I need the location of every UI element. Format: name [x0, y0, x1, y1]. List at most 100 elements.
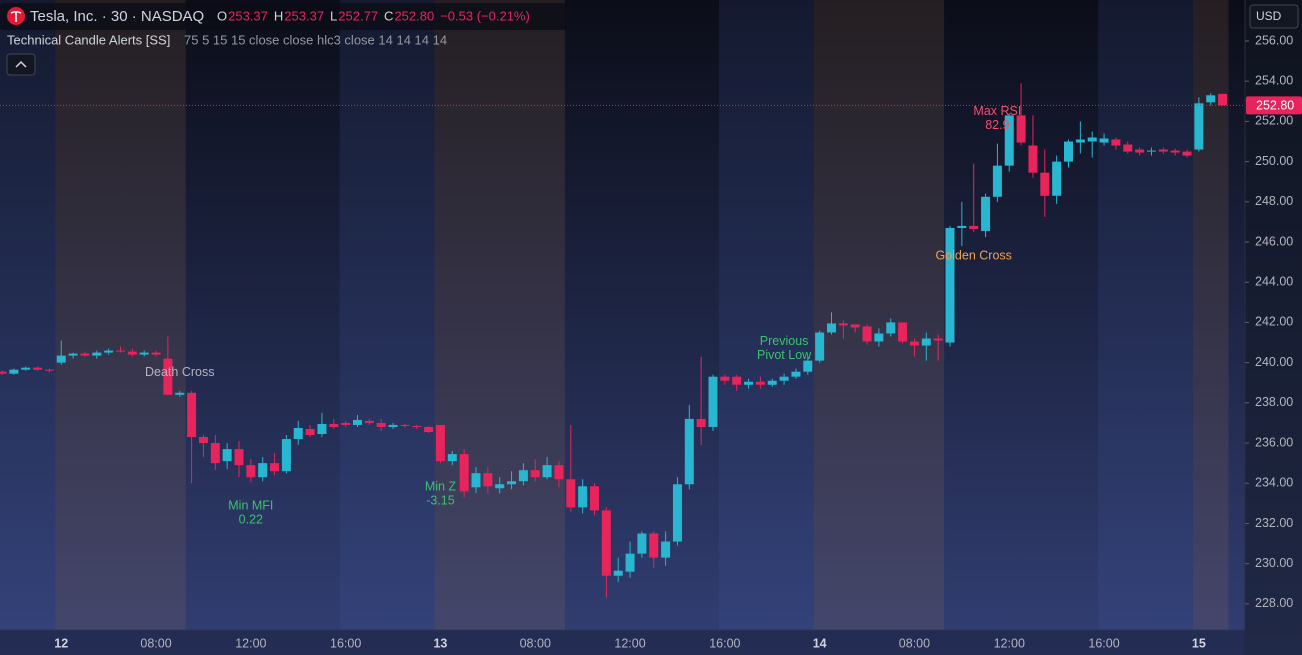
candle-body — [637, 533, 647, 554]
candle-body — [116, 350, 125, 352]
y-tick-label: 228.00 — [1255, 596, 1293, 610]
annotation: -3.15 — [426, 493, 455, 507]
y-tick-label: 242.00 — [1255, 315, 1293, 329]
y-tick-label: 230.00 — [1255, 556, 1293, 570]
annotation: 82.9 — [985, 118, 1009, 132]
x-tick-label: 12:00 — [235, 636, 266, 650]
candle-body — [578, 486, 588, 508]
x-tick-label: 08:00 — [140, 636, 171, 650]
symbol-logo-mark — [10, 10, 22, 22]
candle-body — [21, 367, 31, 370]
x-tick-label: 16:00 — [709, 636, 740, 650]
x-tick-label: 08:00 — [520, 636, 551, 650]
candle-body — [341, 422, 351, 425]
annotation: Pivot Low — [757, 348, 812, 362]
candle-body — [305, 428, 315, 436]
x-tick-label: 12:00 — [994, 636, 1025, 650]
candle-body — [175, 392, 185, 395]
candle-body — [732, 376, 742, 385]
annotation: Previous — [760, 334, 809, 348]
candle-body — [459, 454, 469, 492]
change: −0.53 (−0.21%) — [440, 8, 530, 23]
candle-body — [163, 358, 173, 395]
x-tick-label: 12 — [54, 636, 68, 650]
candle-body — [0, 371, 7, 374]
ohlc-value: 252.80 — [394, 8, 434, 23]
x-tick-label: 16:00 — [1088, 636, 1119, 650]
candle-body — [483, 473, 493, 487]
candle-body — [400, 424, 410, 426]
candle-body — [625, 553, 635, 572]
candle-body — [862, 326, 872, 342]
candle-body — [92, 352, 102, 356]
candle-body — [210, 443, 220, 464]
candle-body — [1135, 149, 1145, 153]
candle-body — [388, 424, 398, 427]
symbol-title: Tesla, Inc. · 30 · NASDAQ — [30, 8, 204, 25]
candle-body — [1028, 145, 1038, 173]
candle-body — [590, 486, 599, 511]
collapse-button[interactable] — [6, 53, 36, 76]
candle-body — [909, 341, 919, 346]
candle-body — [969, 225, 979, 229]
candle-body — [222, 449, 232, 462]
candle-body — [921, 338, 931, 346]
last-price-label: 252.80 — [1256, 99, 1294, 113]
annotation: Golden Cross — [935, 248, 1011, 262]
y-tick-label: 238.00 — [1255, 395, 1293, 409]
x-tick-label: 14 — [813, 636, 827, 650]
candle-body — [80, 353, 90, 356]
y-tick-label: 254.00 — [1255, 74, 1293, 88]
collapse-icon — [15, 60, 27, 68]
candle-body — [945, 227, 955, 343]
ohlc-name: L — [330, 8, 337, 23]
annotation: Min Z — [425, 479, 457, 493]
candle-body — [270, 463, 280, 472]
y-tick-label: 248.00 — [1255, 194, 1293, 208]
candle-body — [815, 332, 825, 361]
candle-body — [68, 353, 78, 356]
y-tick-label: 236.00 — [1255, 435, 1293, 449]
postmarket-band — [1098, 0, 1193, 630]
candle-body — [827, 323, 836, 333]
candle-body — [874, 333, 884, 342]
indicator-name: Technical Candle Alerts [SS] — [7, 32, 170, 47]
last-price-box — [1246, 96, 1302, 115]
candle-body — [507, 481, 517, 485]
candle-body — [542, 465, 552, 478]
candle-body — [554, 465, 564, 480]
candle-body — [1075, 139, 1085, 143]
candle-body — [992, 165, 1002, 197]
premarket-band — [813, 0, 945, 630]
candle-body — [1194, 103, 1204, 150]
ohlc-name: C — [384, 8, 393, 23]
candle-body — [246, 465, 256, 478]
annotation: Max RSI — [973, 104, 1021, 118]
ohlc-value: 253.37 — [284, 8, 324, 23]
candle-body — [293, 427, 303, 440]
ohlc-value: 252.77 — [338, 8, 378, 23]
candle-body — [495, 484, 505, 489]
candle-body — [779, 376, 789, 381]
candle-body — [684, 418, 694, 485]
candle-body — [1099, 138, 1109, 143]
candle-body — [151, 352, 161, 355]
header-bg — [0, 3, 566, 30]
candle-body — [767, 380, 777, 385]
candle-body — [376, 422, 386, 427]
x-tick-label: 12:00 — [614, 636, 645, 650]
candle-body — [1004, 115, 1014, 166]
currency-button[interactable] — [1249, 4, 1299, 29]
ohlc-name: O — [217, 8, 227, 23]
candle-body — [412, 425, 422, 427]
premarket-band — [434, 0, 565, 630]
candle-body — [672, 484, 682, 542]
candle-body — [886, 322, 896, 334]
candle-body — [9, 369, 19, 374]
candle-body — [33, 367, 43, 370]
y-tick-label: 244.00 — [1255, 275, 1293, 289]
candle-body — [329, 423, 339, 427]
candle-body — [850, 324, 860, 328]
y-tick-label: 252.00 — [1255, 114, 1293, 128]
candle-body — [1146, 150, 1156, 152]
